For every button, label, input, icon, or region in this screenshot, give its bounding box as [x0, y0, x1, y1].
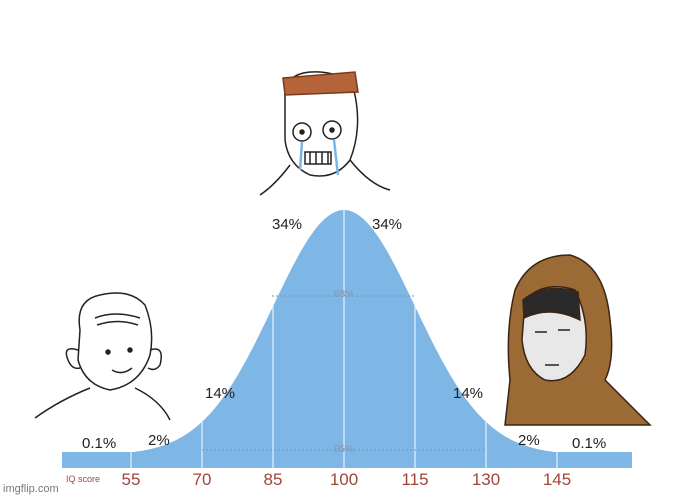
x-axis-label: IQ score — [66, 474, 101, 484]
label-34-left: 34% — [272, 216, 303, 233]
x-tick-label: 85 — [263, 470, 283, 489]
x-tick-label: 100 — [329, 470, 359, 489]
hooded-monk-wojak — [504, 254, 652, 426]
label-01-right: 0.1% — [572, 435, 607, 452]
x-tick-label: 145 — [542, 470, 572, 489]
label-68: 68% — [333, 289, 355, 300]
label-01-left: 0.1% — [82, 435, 117, 452]
x-tick-label: 70 — [192, 470, 212, 489]
label-14-left: 14% — [205, 385, 236, 402]
label-2-right: 2% — [518, 432, 540, 449]
watermark: imgflip.com — [3, 483, 59, 495]
bell-curve — [62, 210, 632, 455]
axis-bar — [62, 452, 632, 468]
crying-midwit-wojak — [259, 71, 391, 196]
label-2-left: 2% — [148, 432, 170, 449]
low-iq-wojak — [34, 292, 171, 421]
label-14-right: 14% — [453, 385, 484, 402]
label-95: 95% — [333, 444, 355, 455]
x-tick-label: 115 — [401, 470, 429, 489]
x-tick-label: 55 — [121, 470, 141, 489]
label-34-right: 34% — [372, 216, 403, 233]
x-tick-label: 130 — [471, 470, 501, 489]
